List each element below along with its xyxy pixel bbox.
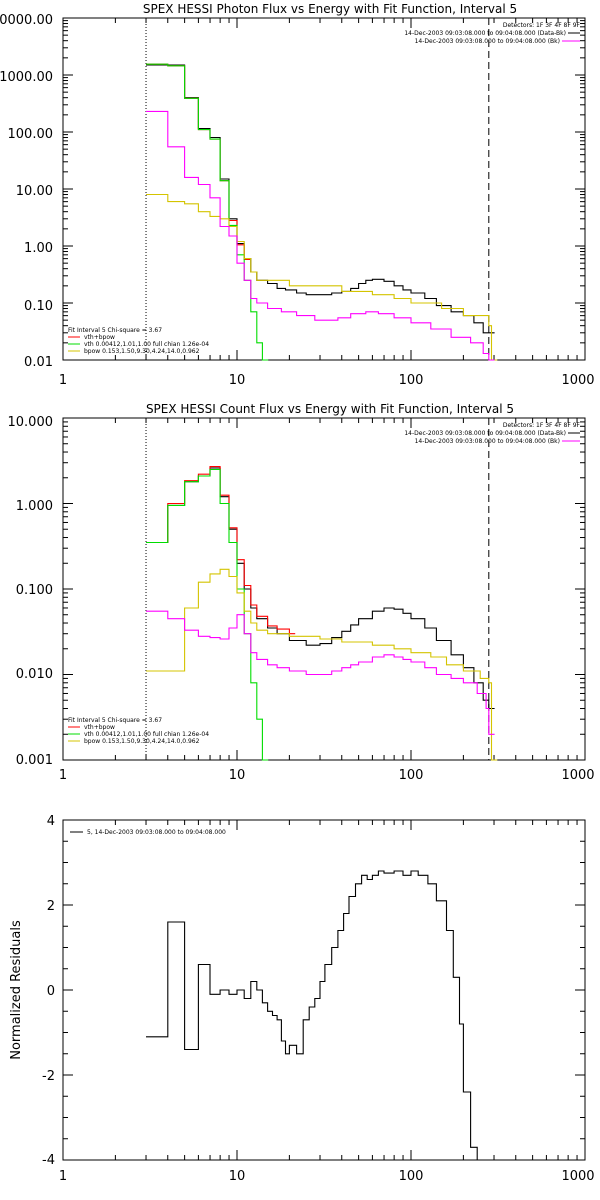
residuals-legend-label: 5, 14-Dec-2003 09:03:08.000 to 09:04:08.… <box>87 829 226 836</box>
y-tick-label: 1.00 <box>24 241 53 256</box>
series-line-vth <box>146 468 269 761</box>
detectors-label: Detectors: 1F 3F 4F 8F 9F <box>503 22 581 29</box>
y-tick-label: 0.01 <box>24 355 53 370</box>
count-header-annotation: Detectors: 1F 3F 4F 8F 9F 14-Dec-2003 09… <box>404 422 580 445</box>
y-tick-label: 10000.00 <box>0 13 53 28</box>
series-line-bpow <box>146 193 498 361</box>
y-tick-label: 0.001 <box>16 753 53 768</box>
fit-sum-label: vth+bpow <box>84 334 115 341</box>
x-tick-label: 100 <box>399 1169 424 1184</box>
series-line-residuals <box>146 870 489 1161</box>
x-tick-label: 100 <box>399 373 424 388</box>
residuals-ylabel: Normalized Residuals <box>9 920 24 1060</box>
fit-header: Fit Interval 5 Chi-square = 3.67 <box>68 717 162 724</box>
series-line-background <box>146 610 495 735</box>
y-tick-label: 0.100 <box>16 583 53 598</box>
y-tick-label: 1.000 <box>16 499 53 514</box>
y-tick-label: 4 <box>47 814 55 829</box>
y-tick-label: 10.000 <box>8 415 54 430</box>
count-y-ticks: 10.000 1.000 0.100 0.010 0.001 <box>8 415 54 768</box>
x-tick-label: 10 <box>229 1169 246 1184</box>
residuals-x-ticks: 1 10 100 1000 <box>59 1169 595 1184</box>
series-line-fit_sum <box>146 63 250 261</box>
y-tick-label: -2 <box>42 1069 55 1084</box>
fit-sum-label: vth+bpow <box>84 724 115 731</box>
x-tick-label: 1 <box>59 768 67 783</box>
x-tick-label: 1000 <box>561 768 594 783</box>
count-plot-frame <box>62 417 586 761</box>
x-tick-label: 1 <box>59 373 67 388</box>
count-minor-ticks <box>62 418 585 761</box>
x-tick-label: 100 <box>399 768 424 783</box>
y-tick-label: 10.00 <box>16 184 53 199</box>
photon-x-ticks: 1 10 100 1000 <box>59 373 595 388</box>
residuals-y-ticks: 4 2 0 -2 -4 <box>42 814 55 1168</box>
y-tick-label: -4 <box>42 1153 55 1168</box>
photon-flux-title: SPEX HESSI Photon Flux vs Energy with Fi… <box>143 2 517 16</box>
x-tick-label: 10 <box>229 373 246 388</box>
count-series <box>145 418 498 761</box>
count-x-ticks: 1 10 100 1000 <box>59 768 595 783</box>
y-tick-label: 1000.00 <box>0 70 53 85</box>
series-line-vth <box>146 63 269 361</box>
photon-plot-frame <box>62 17 586 361</box>
fit-bpow-label: bpow 0.153,1.50,9.30,4.24,14.0,0.962 <box>84 738 200 745</box>
y-tick-label: 100.00 <box>8 127 54 142</box>
residuals-plot-frame <box>62 819 586 1161</box>
photon-header-annotation: Detectors: 1F 3F 4F 8F 9F 14-Dec-2003 09… <box>404 22 580 45</box>
count-flux-title: SPEX HESSI Count Flux vs Energy with Fit… <box>146 402 514 416</box>
y-tick-label: 0 <box>47 984 55 999</box>
photon-fit-legend: Fit Interval 5 Chi-square = 3.67 vth+bpo… <box>68 327 209 355</box>
residuals-series <box>146 870 489 1161</box>
photon-flux-panel: SPEX HESSI Photon Flux vs Energy with Fi… <box>0 2 595 388</box>
photon-series <box>145 18 498 361</box>
bk-interval-label: 14-Dec-2003 09:03:08.000 to 09:04:08.000… <box>415 438 560 445</box>
series-line-background <box>146 110 495 361</box>
data-interval-label: 14-Dec-2003 09:03:08.000 to 09:04:08.000… <box>404 430 566 437</box>
data-interval-label: 14-Dec-2003 09:03:08.000 to 09:04:08.000… <box>404 30 566 37</box>
y-tick-label: 2 <box>47 899 55 914</box>
x-tick-label: 1 <box>59 1169 67 1184</box>
residuals-panel: Normalized Residuals 4 2 0 -2 -4 1 10 10… <box>9 814 595 1184</box>
count-fit-legend: Fit Interval 5 Chi-square = 3.67 vth+bpo… <box>68 717 209 745</box>
fit-vth-label: vth 0.00412,1.01,1.00 full chian 1.26e-0… <box>84 731 209 738</box>
count-flux-panel: SPEX HESSI Count Flux vs Energy with Fit… <box>8 402 595 783</box>
detectors-label: Detectors: 1F 3F 4F 8F 9F <box>503 422 581 429</box>
x-tick-label: 10 <box>229 768 246 783</box>
y-tick-label: 0.010 <box>16 667 53 682</box>
x-tick-label: 1000 <box>561 1169 594 1184</box>
fit-header: Fit Interval 5 Chi-square = 3.67 <box>68 327 162 334</box>
x-tick-label: 1000 <box>561 373 594 388</box>
photon-y-ticks: 10000.00 1000.00 100.00 10.00 1.00 0.10 … <box>0 13 53 370</box>
photon-minor-ticks <box>62 18 585 361</box>
fit-vth-label: vth 0.00412,1.01,1.00 full chian 1.26e-0… <box>84 341 209 348</box>
residuals-minor-ticks <box>62 819 585 1161</box>
series-line-total <box>146 467 495 710</box>
y-tick-label: 0.10 <box>24 299 53 314</box>
fit-bpow-label: bpow 0.153,1.50,9.30,4.24,14.0,0.962 <box>84 348 200 355</box>
bk-interval-label: 14-Dec-2003 09:03:08.000 to 09:04:08.000… <box>415 38 560 45</box>
series-line-bpow <box>146 568 498 761</box>
